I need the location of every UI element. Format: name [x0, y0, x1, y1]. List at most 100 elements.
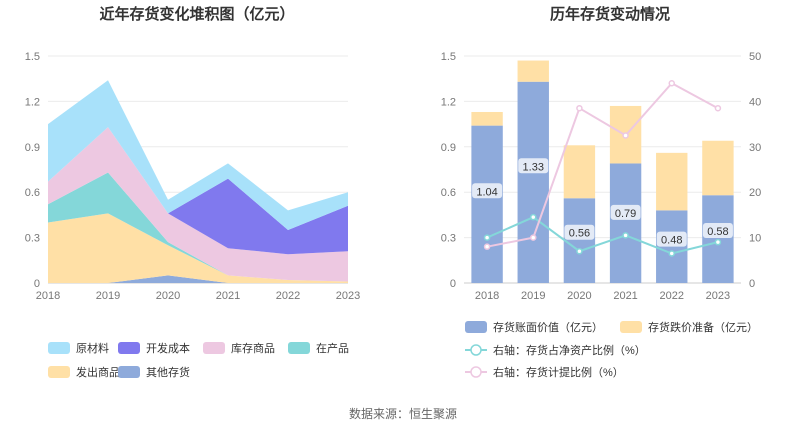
- bar-label-bg: [702, 222, 733, 238]
- bar-label-text: 0.48: [661, 235, 682, 247]
- area-在产品: [48, 172, 348, 282]
- line-point: [483, 234, 491, 241]
- right-x-tick: 2019: [521, 290, 545, 302]
- bar-label-bg: [518, 158, 549, 174]
- legend-item-line[interactable]: 右轴：存货计提比例（%）: [465, 365, 624, 379]
- bar-label-text: 0.79: [615, 208, 636, 220]
- line-point: [668, 250, 675, 257]
- right-y-left-tick: 1.2: [441, 96, 456, 108]
- line-point: [714, 104, 722, 112]
- right-y-left-tick: 1.5: [441, 51, 456, 63]
- legend-label: 库存商品: [231, 341, 275, 355]
- left-x-tick: 2023: [336, 290, 360, 302]
- right-y-right-tick: 20: [749, 187, 761, 199]
- line-point: [530, 234, 537, 241]
- bar-存货跌价准备（亿元）: [656, 152, 688, 211]
- legend-item-发出商品[interactable]: 发出商品: [48, 365, 120, 379]
- legend-label: 右轴：存货占净资产比例（%）: [493, 343, 646, 357]
- bar-label-bg: [472, 183, 503, 199]
- bar-line-chart: 历年存货变动情况 1.04 1.33 0.56 0.79 0.48 0.58 0 0.3 0.…: [441, 5, 762, 379]
- right-y-right-tick: 10: [749, 233, 761, 245]
- area-发出商品: [48, 213, 348, 283]
- bar-label-text: 0.58: [707, 226, 728, 238]
- right-chart-title: 历年存货变动情况: [550, 5, 670, 23]
- line-point: [576, 247, 583, 255]
- legend-swatch: [288, 342, 310, 354]
- legend-item-开发成本[interactable]: 开发成本: [118, 341, 190, 355]
- legend-label: 右轴：存货计提比例（%）: [493, 365, 624, 379]
- bar-value-label: 1.33: [518, 158, 549, 174]
- legend-item-line[interactable]: 右轴：存货占净资产比例（%）: [465, 343, 646, 357]
- bar-value-label: 0.48: [656, 231, 687, 247]
- legend-item-在产品[interactable]: 在产品: [288, 341, 349, 355]
- line-point: [714, 238, 722, 246]
- bar-存货跌价准备（亿元）: [563, 145, 596, 199]
- legend-swatch: [465, 321, 487, 333]
- data-source-note: 数据来源：恒生聚源: [349, 406, 457, 421]
- legend-label: 发出商品: [76, 365, 120, 379]
- legend-swatch: [48, 342, 70, 354]
- line-point: [668, 79, 675, 87]
- right-y-left-tick: 0.6: [441, 187, 456, 199]
- legend-line-marker: [470, 366, 482, 378]
- area-开发成本: [48, 127, 348, 255]
- bar-value-label: 0.56: [564, 224, 595, 240]
- legend-label: 开发成本: [146, 341, 190, 355]
- right-x-tick: 2021: [613, 290, 637, 302]
- left-y-tick: 0.3: [25, 233, 40, 245]
- left-y-tick: 0.9: [25, 142, 40, 154]
- left-y-tick: 1.2: [25, 96, 40, 108]
- line-point: [530, 213, 537, 221]
- line-point: [622, 232, 629, 239]
- bar-存货账面价值（亿元）: [609, 163, 642, 283]
- area-原材料: [48, 80, 348, 230]
- bar-value-label: 0.79: [610, 204, 641, 220]
- bar-label-text: 0.56: [569, 228, 590, 240]
- line-右轴：存货占净资产比例（%）: [486, 216, 719, 255]
- left-x-tick: 2020: [156, 290, 180, 302]
- right-y-right-tick: 30: [749, 142, 761, 154]
- bar-label-bg: [564, 224, 595, 240]
- stacked-area-chart: 近年存货变化堆积图（亿元） 0 0.3 0.6 0.9 1.2 1.5 2018 2019 20…: [25, 5, 361, 379]
- legend-swatch: [48, 366, 70, 378]
- left-chart-title: 近年存货变化堆积图（亿元）: [99, 5, 294, 23]
- right-x-tick: 2022: [660, 290, 684, 302]
- bar-存货账面价值（亿元）: [563, 198, 596, 283]
- bar-label-text: 1.33: [523, 161, 544, 173]
- legend-item-原材料[interactable]: 原材料: [48, 341, 109, 355]
- bar-存货跌价准备（亿元）: [702, 140, 734, 196]
- legend-item-其他存货[interactable]: 其他存货: [118, 365, 190, 379]
- legend-swatch: [203, 342, 225, 354]
- legend-label: 在产品: [316, 341, 349, 355]
- bar-存货跌价准备（亿元）: [471, 111, 503, 126]
- legend-item-bar[interactable]: 存货账面价值（亿元）: [465, 320, 603, 334]
- bar-value-label: 0.58: [702, 222, 733, 238]
- bar-存货账面价值（亿元）: [517, 81, 549, 283]
- legend-item-bar[interactable]: 存货跌价准备（亿元）: [620, 320, 758, 334]
- right-x-tick: 2020: [567, 290, 591, 302]
- line-point: [622, 132, 629, 139]
- bar-存货账面价值（亿元）: [656, 210, 688, 283]
- left-y-tick: 1.5: [25, 51, 40, 63]
- left-y-tick: 0: [34, 278, 40, 290]
- legend-line-marker: [470, 344, 482, 356]
- legend-swatch: [620, 321, 642, 333]
- legend-item-库存商品[interactable]: 库存商品: [203, 341, 275, 355]
- bar-存货跌价准备（亿元）: [517, 60, 549, 82]
- left-x-tick: 2019: [96, 290, 120, 302]
- right-y-left-tick: 0.9: [441, 142, 456, 154]
- legend-label: 存货账面价值（亿元）: [493, 320, 603, 334]
- bar-label-bg: [656, 231, 687, 247]
- left-x-tick: 2018: [36, 290, 60, 302]
- legend-label: 其他存货: [146, 365, 190, 379]
- legend-swatch: [118, 342, 140, 354]
- bar-存货账面价值（亿元）: [471, 125, 503, 283]
- bar-value-label: 1.04: [472, 183, 503, 199]
- left-y-tick: 0.6: [25, 187, 40, 199]
- right-y-right-tick: 40: [749, 96, 761, 108]
- left-x-tick: 2022: [276, 290, 300, 302]
- line-右轴：存货计提比例（%）: [486, 81, 719, 248]
- line-point: [483, 243, 491, 250]
- right-x-tick: 2018: [475, 290, 499, 302]
